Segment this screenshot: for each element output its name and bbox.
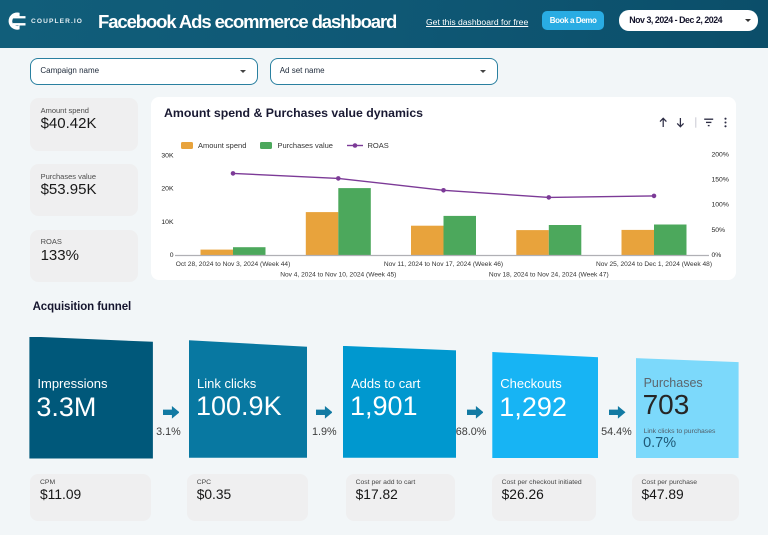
svg-text:0%: 0% [712, 252, 722, 259]
svg-text:30K: 30K [161, 152, 174, 159]
svg-text:50%: 50% [712, 227, 726, 234]
svg-text:200%: 200% [712, 151, 729, 158]
svg-text:150%: 150% [712, 177, 729, 184]
svg-text:Nov 18, 2024 to Nov 24, 2024 (: Nov 18, 2024 to Nov 24, 2024 (Week 47) [489, 271, 609, 278]
svg-text:100%: 100% [712, 202, 729, 209]
svg-text:Nov 11, 2024 to Nov 17, 2024 (: Nov 11, 2024 to Nov 17, 2024 (Week 46) [384, 261, 503, 268]
svg-text:Nov 25, 2024 to Dec 1, 2024 (W: Nov 25, 2024 to Dec 1, 2024 (Week 48) [596, 261, 712, 268]
svg-text:0: 0 [170, 252, 174, 259]
svg-text:Nov 4, 2024 to Nov 10, 2024 (W: Nov 4, 2024 to Nov 10, 2024 (Week 45) [280, 271, 396, 278]
svg-text:Oct 28, 2024 to Nov 3, 2024 (W: Oct 28, 2024 to Nov 3, 2024 (Week 44) [176, 261, 291, 268]
svg-text:10K: 10K [161, 219, 174, 226]
svg-text:20K: 20K [161, 186, 174, 193]
